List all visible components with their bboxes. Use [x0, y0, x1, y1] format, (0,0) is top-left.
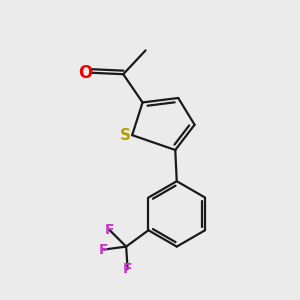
Text: F: F — [105, 223, 115, 237]
Text: F: F — [123, 262, 132, 276]
Text: O: O — [78, 64, 92, 82]
Text: F: F — [99, 243, 109, 256]
Text: S: S — [120, 128, 131, 142]
